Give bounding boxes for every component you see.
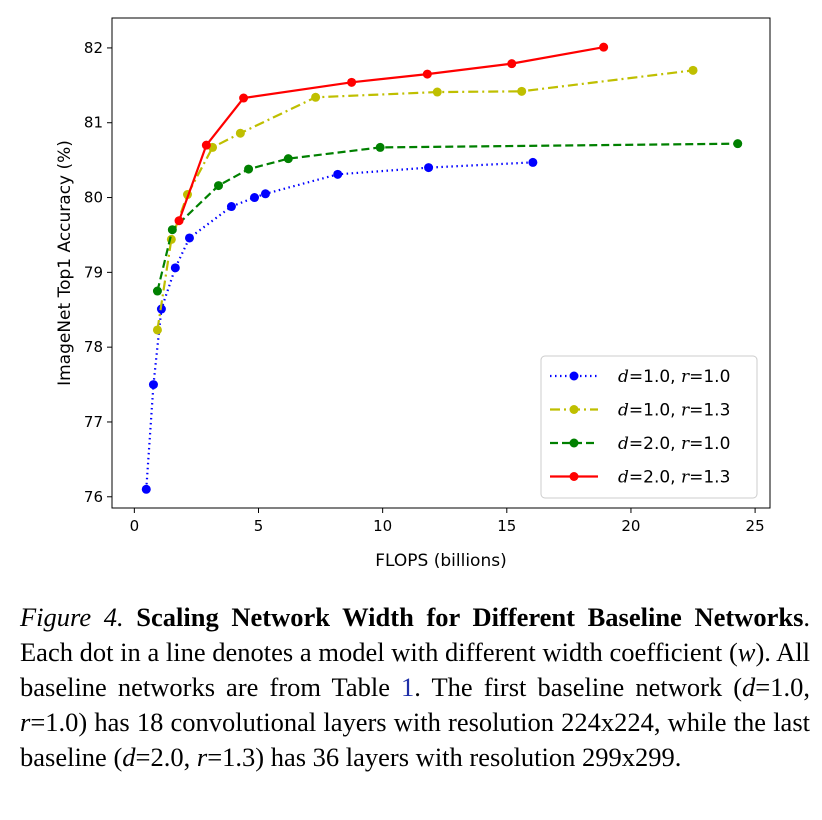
plot-frame [111,17,771,509]
x-tick-label: 20 [621,517,640,535]
data-point [141,484,151,494]
data-point [214,181,224,191]
legend-marker [569,472,579,481]
y-tick-label: 77 [84,413,103,431]
x-tick-label: 25 [746,517,765,535]
data-point [422,69,432,79]
caption-var: r [20,707,31,737]
caption-text: . Each dot in a line denotes a model wit… [20,602,811,667]
data-point [244,164,254,174]
data-point [311,92,321,102]
figure-caption: Figure 4. Scaling Network Width for Diff… [20,600,810,775]
series-group [141,42,743,494]
x-tick-label: 5 [254,517,264,535]
caption-text: . The first baseline network ( [414,672,743,702]
data-point [688,65,698,75]
data-point [733,139,743,149]
chart: 0 5 10 15 20 25 76 77 78 79 80 81 82 FLOPS (billion… [55,17,771,571]
legend-item: d=1.0, r=1.3 [550,401,730,421]
x-tick-label: 0 [130,517,140,535]
y-axis-ticks: 76 77 78 79 80 81 82 [84,39,112,506]
data-point [184,233,194,243]
caption-text: =1.0, [755,672,810,702]
legend-label: d=2.0, r=1.0 [618,434,730,454]
caption-var: d [122,742,136,772]
data-point [333,169,343,179]
caption-title: Scaling Network Width for Different Base… [136,602,804,632]
legend-box [540,355,758,499]
figure-label: Figure 4. [20,602,124,632]
series-line [145,161,533,490]
data-point [152,325,162,335]
caption-text: =2.0, [135,742,197,772]
data-point [170,263,180,273]
table-link[interactable]: 1 [401,672,415,702]
x-tick-label: 15 [497,517,516,535]
data-point [283,154,293,164]
data-point [375,142,385,152]
y-tick-label: 82 [84,39,103,57]
x-axis-label: FLOPS (billions) [375,551,506,571]
legend-item: d=2.0, r=1.3 [550,468,730,488]
data-point [235,128,245,138]
legend-marker [569,438,579,448]
data-point [517,86,527,96]
data-point [201,140,211,150]
series-2 [152,139,743,296]
data-point [347,77,357,87]
data-point [152,286,162,296]
y-tick-label: 80 [84,189,103,207]
series-0 [141,157,538,494]
legend-label: d=1.0, r=1.0 [618,367,730,387]
data-point [260,189,270,199]
data-point [226,202,236,212]
data-point [239,93,249,103]
legend-item: d=1.0, r=1.0 [550,367,730,387]
x-tick-label: 10 [373,517,392,535]
data-point [250,193,260,203]
caption-text: ). All baseline networks are from Table [20,637,811,702]
legend-label: d=2.0, r=1.3 [618,468,730,488]
data-point [174,216,184,226]
data-point [167,225,177,235]
data-point [148,380,158,390]
data-point [432,87,442,97]
series-line [156,69,694,331]
caption-var: d [742,672,756,702]
legend-marker [569,371,579,381]
caption-var: w [737,637,756,667]
caption-var: r [196,742,208,772]
legend-item: d=2.0, r=1.0 [550,434,730,454]
y-axis-label: ImageNet Top1 Accuracy (%) [55,140,75,386]
legend: d=1.0, r=1.0 d=1.0, r=1.3 d=2.0, r=1.0 d=2.… [550,367,730,488]
y-tick-label: 79 [84,263,103,281]
y-tick-label: 81 [84,114,103,132]
data-point [528,157,538,167]
y-tick-label: 76 [84,488,103,506]
legend-marker [569,405,579,414]
data-point [424,163,434,173]
x-axis-ticks: 0 5 10 15 20 25 [130,508,765,535]
series-1 [152,65,698,335]
legend-label: d=1.0, r=1.3 [618,401,730,421]
series-3 [174,42,609,226]
caption-text: =1.3) has 36 layers with resolution 299x… [207,742,682,772]
caption-text: =1.0) has 18 convolutional layers with r… [20,707,810,772]
y-tick-label: 78 [84,338,103,356]
data-point [599,42,609,52]
data-point [507,59,517,69]
